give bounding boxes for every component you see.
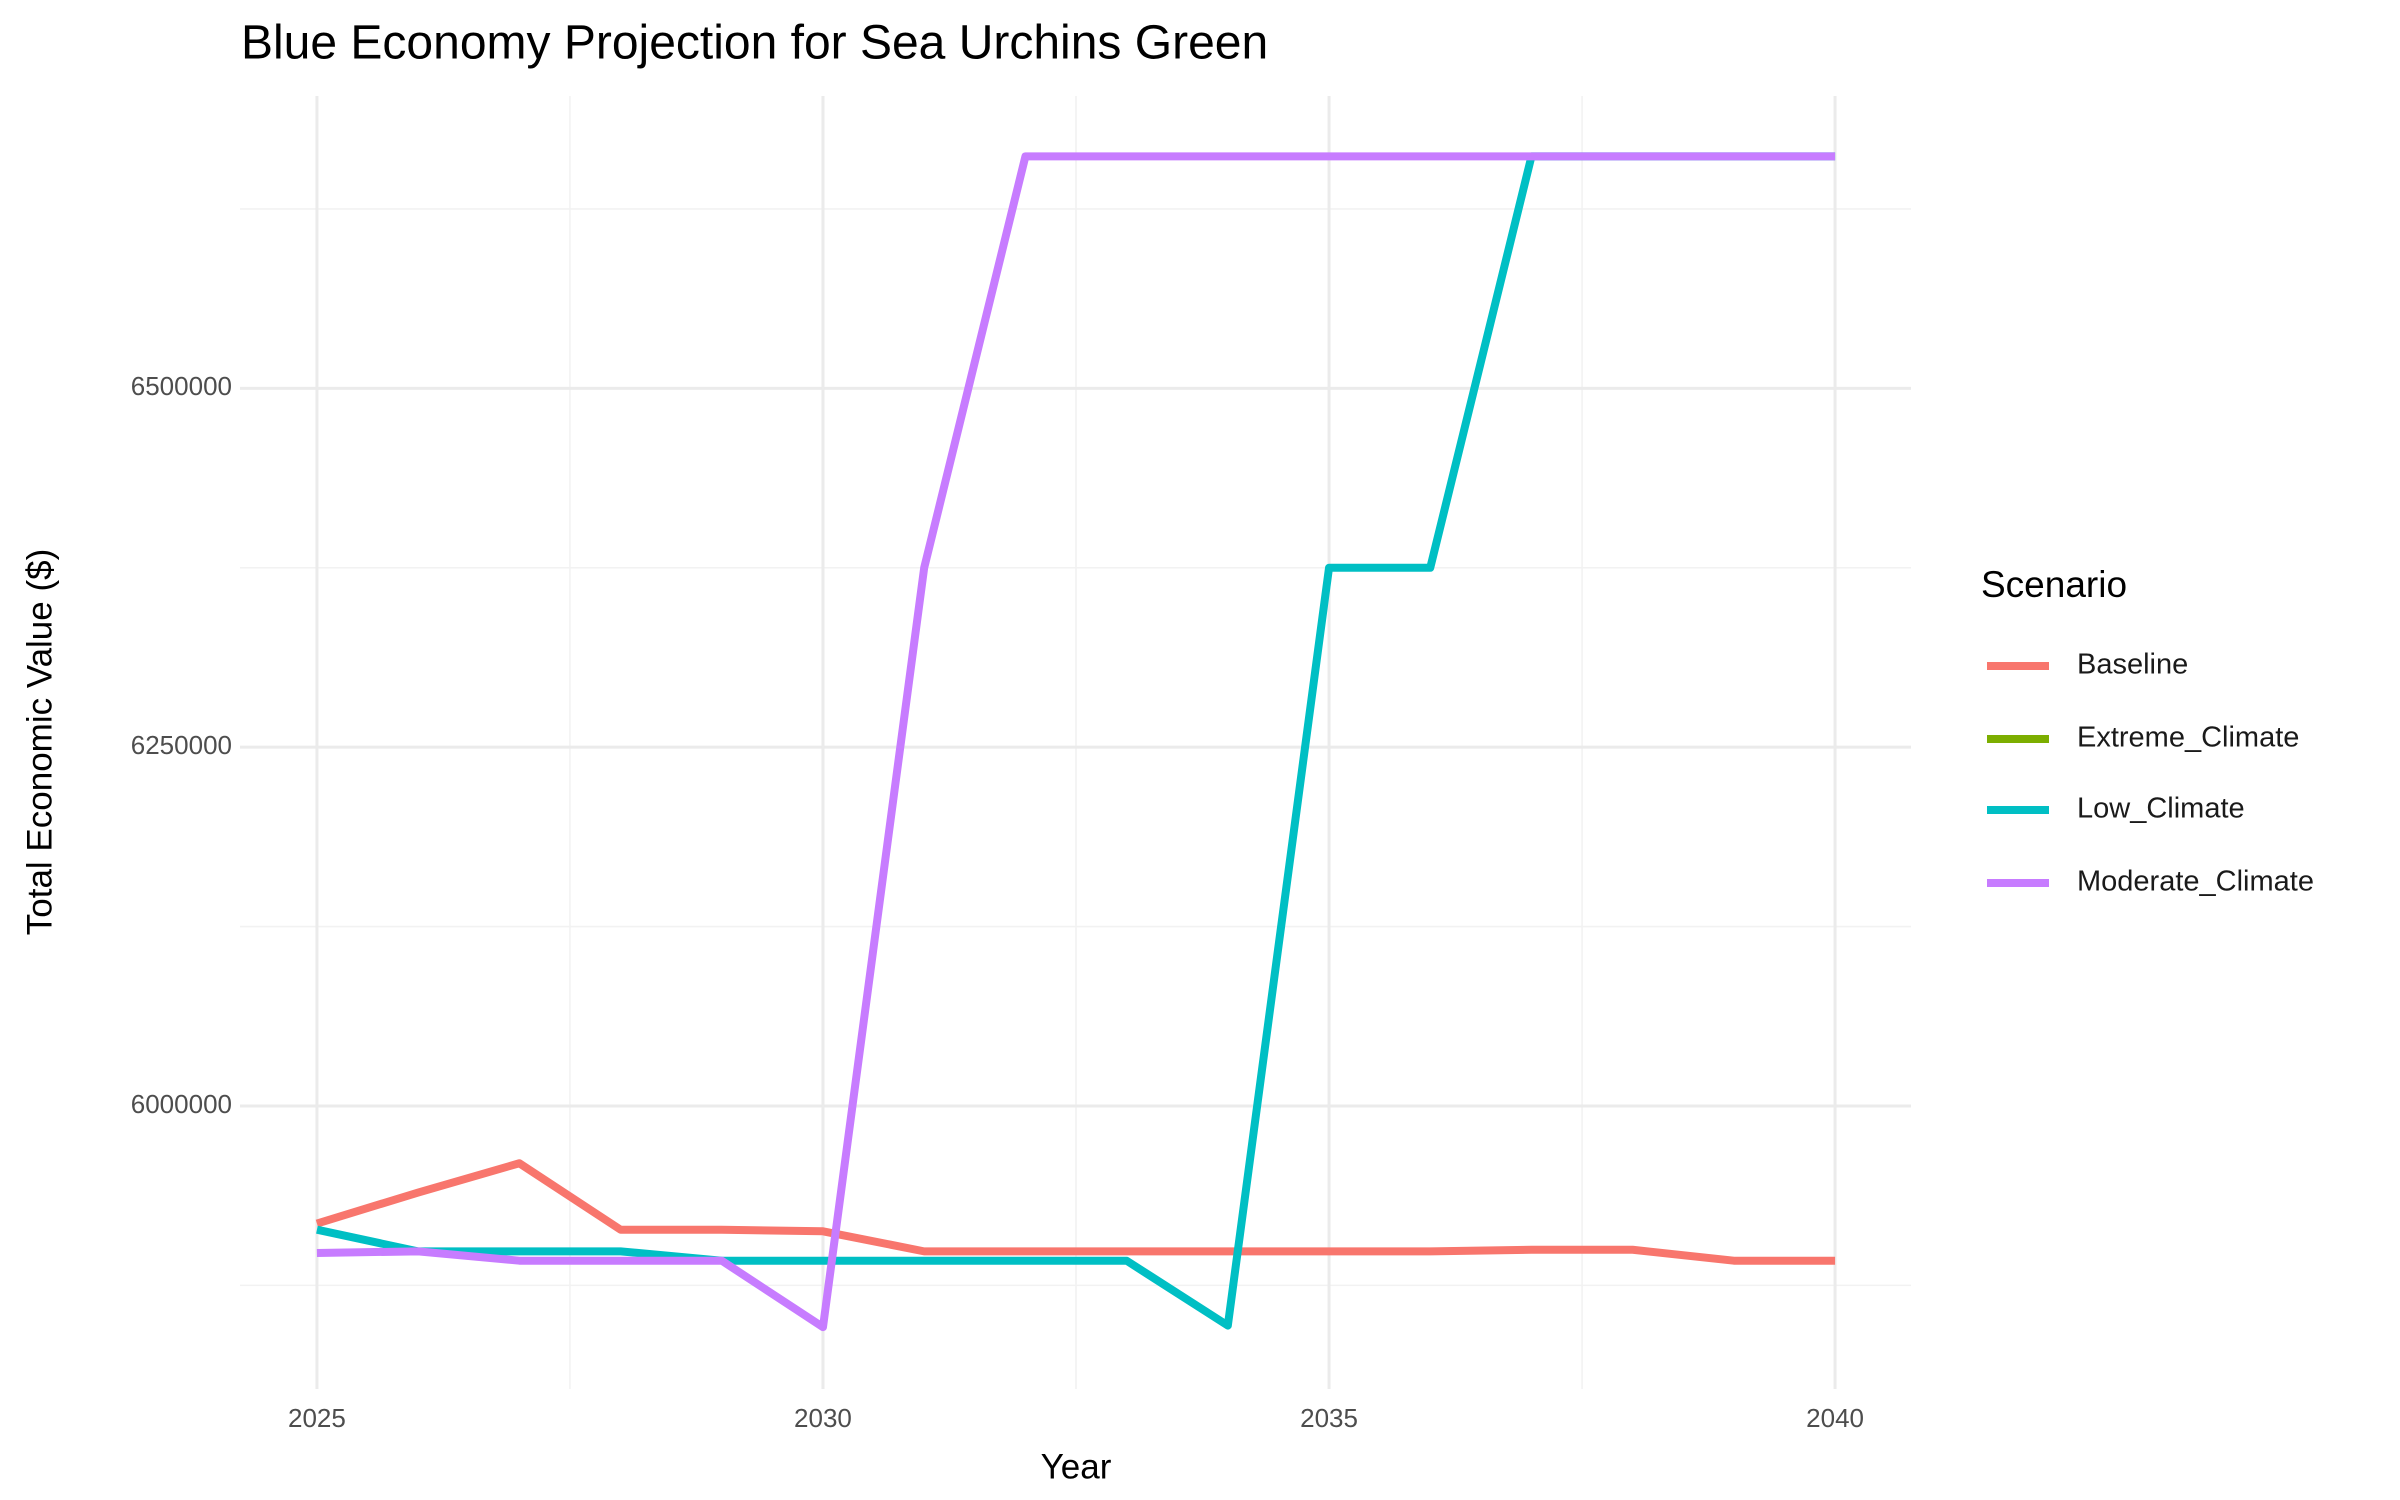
y-axis-title: Total Economic Value ($) bbox=[20, 549, 59, 935]
legend-label: Low_Climate bbox=[2077, 793, 2245, 825]
legend-label: Extreme_Climate bbox=[2077, 722, 2299, 754]
grid bbox=[240, 96, 1911, 1389]
legend-label: Baseline bbox=[2077, 649, 2188, 681]
legend-title: Scenario bbox=[1981, 564, 2127, 605]
x-axis-title: Year bbox=[1041, 1447, 1112, 1486]
series-line bbox=[316, 152, 1836, 1332]
chart-title: Blue Economy Projection for Sea Urchins … bbox=[241, 17, 1268, 70]
x-tick-label: 2025 bbox=[288, 1403, 346, 1433]
y-tick-label: 6000000 bbox=[131, 1089, 232, 1119]
y-tick-label: 6250000 bbox=[131, 730, 232, 760]
series-line bbox=[315, 1159, 1836, 1265]
y-tick-label: 6500000 bbox=[131, 371, 232, 401]
legend-label: Moderate_Climate bbox=[2077, 866, 2314, 898]
x-tick-label: 2035 bbox=[1300, 1403, 1358, 1433]
x-tick-label: 2030 bbox=[794, 1403, 852, 1433]
x-tick-label: 2040 bbox=[1806, 1403, 1864, 1433]
